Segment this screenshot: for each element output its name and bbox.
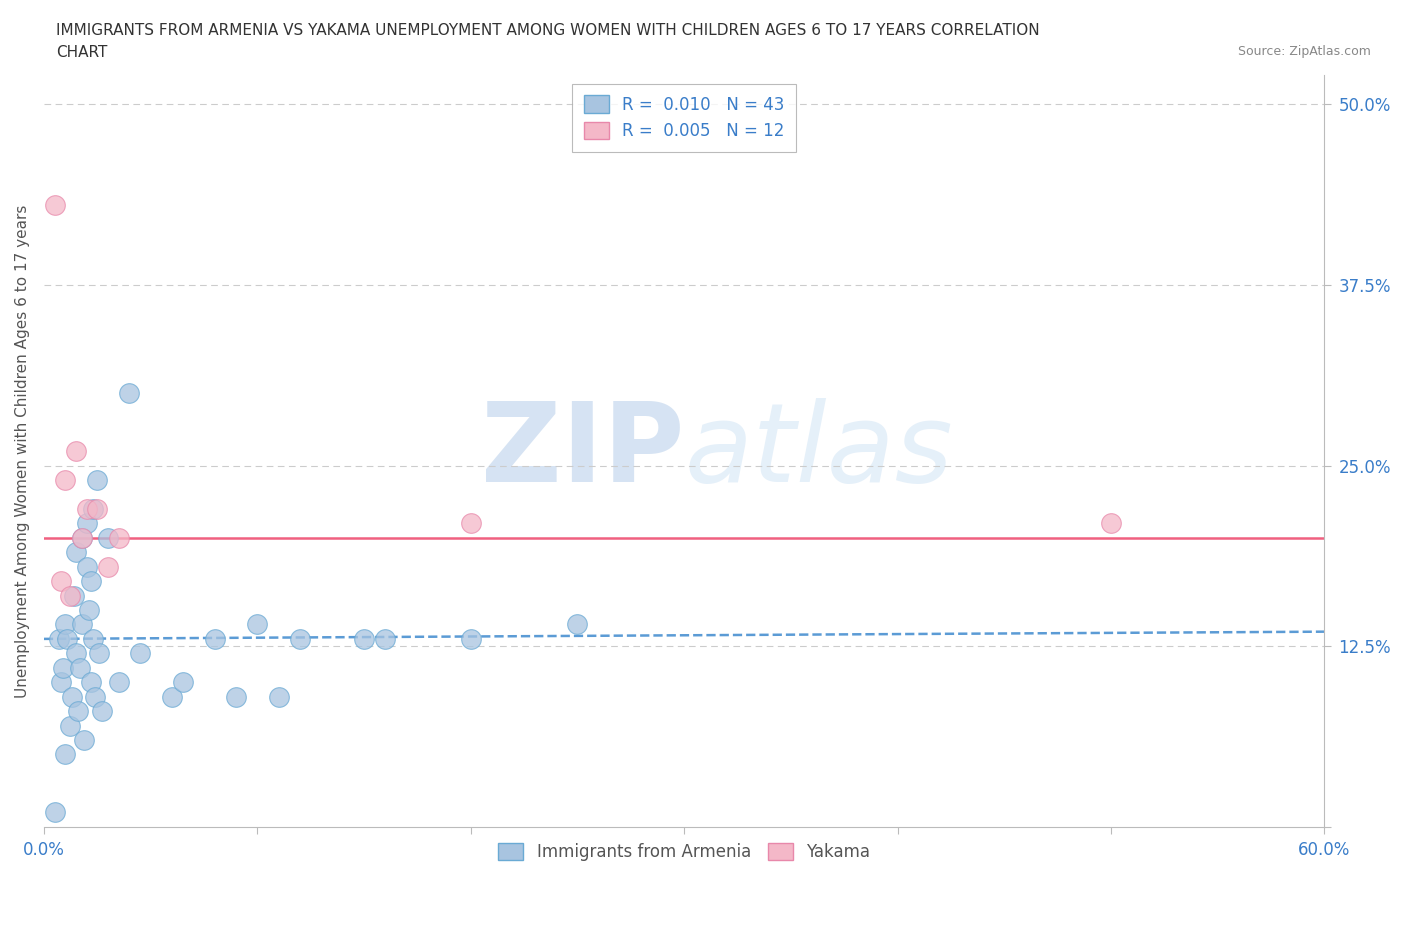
Point [65,444,87,458]
Point [86,501,108,516]
Point [160,689,183,704]
Point [72,530,94,545]
Point [288,631,311,646]
Point [65,545,87,560]
Point [460,631,482,646]
Point [107,675,129,690]
Point [89,646,111,661]
Point [90,704,112,719]
Point [246,617,269,631]
Text: IMMIGRANTS FROM ARMENIA VS YAKAMA UNEMPLOYMENT AMONG WOMEN WITH CHILDREN AGES 6 : IMMIGRANTS FROM ARMENIA VS YAKAMA UNEMPL… [56,23,1040,38]
Point [53,747,76,762]
Point [1099,516,1122,531]
Y-axis label: Unemployment Among Women with Children Ages 6 to 17 years: Unemployment Among Women with Children A… [15,205,30,698]
Point [48,631,70,646]
Point [77,603,100,618]
Point [82,501,104,516]
Point [353,631,375,646]
Point [80,574,103,589]
Point [76,516,98,531]
Point [82,631,104,646]
Point [118,386,141,401]
Point [58,718,80,733]
Point [374,631,396,646]
Point [76,559,98,574]
Point [76,501,98,516]
Point [72,617,94,631]
Point [86,472,108,487]
Point [267,689,290,704]
Legend: Immigrants from Armenia, Yakama: Immigrants from Armenia, Yakama [488,832,880,871]
Point [49,675,72,690]
Point [225,689,247,704]
Text: Source: ZipAtlas.com: Source: ZipAtlas.com [1237,45,1371,58]
Point [97,530,120,545]
Point [129,646,152,661]
Point [67,704,90,719]
Point [73,733,96,748]
Text: ZIP: ZIP [481,398,685,505]
Point [44,198,66,213]
Point [460,516,482,531]
Text: atlas: atlas [685,398,953,505]
Point [56,631,79,646]
Point [65,646,87,661]
Point [72,530,94,545]
Point [172,675,194,690]
Point [204,631,226,646]
Point [60,689,83,704]
Point [44,804,66,819]
Text: CHART: CHART [56,45,108,60]
Point [567,617,589,631]
Point [84,689,107,704]
Point [97,559,120,574]
Point [62,588,84,603]
Point [53,617,76,631]
Point [53,472,76,487]
Point [58,588,80,603]
Point [49,574,72,589]
Point [52,660,75,675]
Point [80,675,103,690]
Point [69,660,91,675]
Point [107,530,129,545]
